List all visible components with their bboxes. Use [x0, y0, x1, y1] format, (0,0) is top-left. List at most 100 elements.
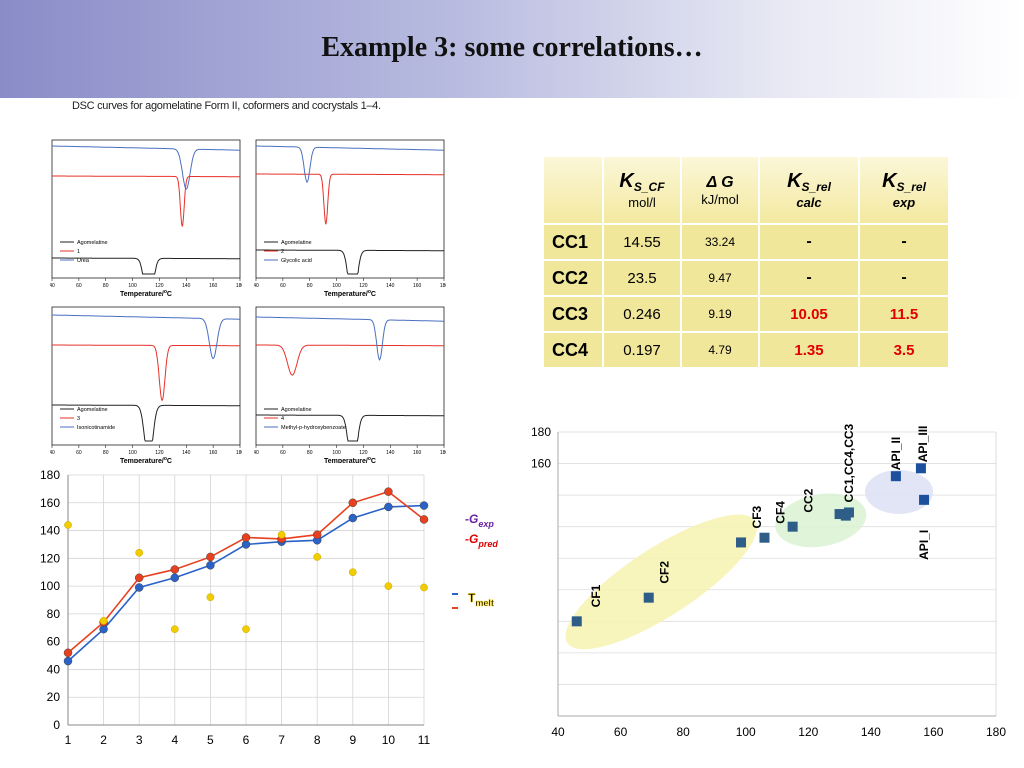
dsc-legend-entry: 3 — [77, 416, 80, 422]
dsc-legend-entry: 4 — [281, 416, 284, 422]
x-tick-label: 5 — [207, 733, 214, 747]
g-exp-point — [384, 502, 393, 512]
dsc-coformer-curve — [256, 145, 444, 183]
dsc-tick-label: 40 — [50, 450, 55, 456]
dsc-cocrystal-curve — [52, 344, 240, 402]
scatter-point-label: CF1 — [589, 584, 603, 607]
dsc-panel-3: 40 60 80 100 120 140 160 180 Temperature/oC Agome… — [50, 305, 242, 465]
g-pred-point — [419, 515, 429, 524]
dsc-tick-label: 180 — [236, 450, 242, 456]
x-tick-label: 80 — [676, 725, 690, 739]
dsc-tick-label: 120 — [155, 283, 164, 289]
scatter-point-label: API_III — [916, 426, 930, 463]
dsc-tick-label: 120 — [155, 450, 164, 456]
dsc-tick-label: 160 — [209, 283, 218, 289]
y-tick-label: 180 — [40, 468, 60, 482]
table-corner-cell — [544, 157, 602, 223]
header-ks-rel-calc: KS_rel calc — [760, 157, 858, 223]
x-tick-label: 2 — [100, 733, 107, 747]
dsc-panel-1: 40 60 80 100 120 140 160 180 Temperature/oC Agome… — [50, 138, 242, 298]
scatter-point — [736, 537, 747, 548]
dsc-panel-2: 40 60 80 100 120 140 160 180 Temperature/oC Agome… — [254, 138, 446, 298]
dsc-tick-label: 160 — [413, 283, 422, 289]
dsc-cocrystal-curve — [256, 344, 444, 376]
cell-exp: - — [860, 261, 948, 295]
dsc-axis-label: Temperature/oC — [120, 456, 172, 465]
x-tick-label: 60 — [614, 725, 628, 739]
y-tick-label: 20 — [47, 690, 61, 704]
x-tick-label: 6 — [243, 733, 250, 747]
cell-calc: 10.05 — [760, 297, 858, 331]
scatter-point — [759, 532, 770, 543]
dsc-tick-label: 120 — [359, 450, 368, 456]
scatter-point-label: CF3 — [750, 505, 764, 528]
dsc-axis-label: Temperature/oC — [120, 289, 172, 298]
api-cluster-ellipse — [865, 469, 934, 514]
dsc-frame — [51, 139, 241, 279]
dsc-tick-label: 120 — [359, 283, 368, 289]
table-header-row: KS_CF mol/l Δ G kJ/mol KS_rel calc KS_re… — [544, 157, 948, 223]
cocrystal-cluster-ellipse — [775, 493, 867, 548]
dsc-agomelatine-curve — [256, 414, 444, 442]
dsc-panel-4: 40 60 80 100 120 140 160 180 Temperature/oC Agome… — [254, 305, 446, 465]
y-tick-label: 0 — [53, 718, 60, 732]
dsc-tick-label: 60 — [76, 283, 82, 289]
g-exp-point — [63, 656, 73, 666]
g-pred-point — [348, 498, 358, 508]
dsc-tick-label: 100 — [128, 283, 137, 289]
t-melt-point — [420, 583, 428, 592]
x-tick-label: 7 — [278, 733, 285, 747]
scatter-point-label: CF2 — [658, 561, 672, 584]
table-row: CC2 23.5 9.47 - - — [544, 261, 948, 295]
cell-delta-g: 33.24 — [682, 225, 758, 259]
y-tick-label: 180 — [531, 425, 551, 439]
free-energy-line-chart: 0 20 40 60 80 100 120 140 160 180 1 2 3 4 5 6 7 8 9 10 11 -Ge… — [28, 463, 508, 758]
header-delta-g: Δ G kJ/mol — [682, 157, 758, 223]
header-ks-cf: KS_CF mol/l — [604, 157, 680, 223]
slide-header-band — [0, 0, 1024, 98]
t-melt-point — [170, 625, 179, 634]
dsc-tick-label: 80 — [103, 283, 109, 289]
cell-calc: - — [760, 261, 858, 295]
g-exp-point — [170, 573, 180, 583]
cell-delta-g: 9.19 — [682, 297, 758, 331]
scatter-point — [787, 521, 798, 532]
dsc-axis-label: Temperature/oC — [324, 289, 376, 298]
row-label: CC1 — [544, 225, 602, 259]
dsc-tick-label: 140 — [386, 450, 395, 456]
dsc-caption: DSC curves for agomelatine Form II, cofo… — [72, 100, 381, 112]
dsc-agomelatine-curve — [52, 257, 240, 275]
y-tick-label: 100 — [40, 579, 60, 593]
t-melt-point — [384, 582, 393, 590]
scatter-point — [915, 463, 926, 474]
x-tick-label: 180 — [986, 725, 1006, 739]
y-tick-label: 60 — [47, 635, 61, 649]
dsc-tick-label: 60 — [280, 283, 286, 289]
scatter-chart-bg — [522, 400, 1022, 750]
scatter-point — [571, 616, 582, 627]
table-row: CC4 0.197 4.79 1.35 3.5 — [544, 333, 948, 367]
y-tick-label: 40 — [47, 662, 61, 676]
scatter-point-label: API_I — [917, 530, 931, 560]
x-tick-label: 8 — [314, 733, 321, 747]
x-tick-label: 40 — [551, 725, 565, 739]
dsc-tick-label: 40 — [254, 283, 259, 289]
y-tick-label: 120 — [40, 551, 60, 565]
x-tick-label: 10 — [382, 733, 396, 747]
dsc-legend-entry: Urea — [77, 258, 90, 264]
g-pred-point — [206, 552, 215, 562]
dsc-tick-label: 180 — [440, 283, 446, 289]
dsc-frame — [255, 139, 445, 279]
dsc-agomelatine-curve — [52, 404, 240, 442]
dsc-legend-entry: Agomelatine — [77, 407, 108, 413]
dsc-tick-label: 160 — [209, 450, 218, 456]
dsc-legend-entry: Glycolic acid — [281, 258, 312, 264]
dsc-coformer-curve — [256, 316, 444, 361]
g-exp-point — [419, 501, 429, 510]
cell-exp: - — [860, 225, 948, 259]
g-pred-point — [384, 487, 393, 496]
dsc-legend-entry: 1 — [77, 249, 80, 255]
dsc-tick-label: 40 — [254, 450, 259, 456]
dsc-legend-entry: 2 — [281, 249, 284, 255]
solubility-table: KS_CF mol/l Δ G kJ/mol KS_rel calc KS_re… — [542, 155, 950, 369]
